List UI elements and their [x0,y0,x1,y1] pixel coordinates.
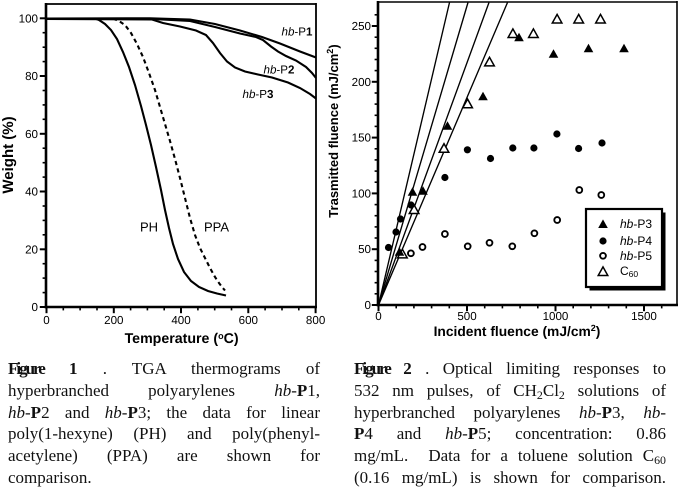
svg-text:1000: 1000 [543,310,569,323]
svg-text:60: 60 [25,128,38,141]
svg-text:200: 200 [104,314,123,327]
svg-text:hb-P1: hb-P1 [282,26,314,39]
svg-text:100: 100 [352,187,371,200]
svg-text:PPA: PPA [204,220,229,235]
svg-text:0: 0 [32,301,38,314]
svg-text:200: 200 [352,76,371,89]
svg-text:80: 80 [25,70,38,83]
svg-text:600: 600 [239,314,258,327]
svg-text:hb-P3: hb-P3 [243,88,275,101]
svg-text:800: 800 [306,314,325,327]
svg-text:50: 50 [358,243,371,256]
svg-text:100: 100 [19,12,38,25]
svg-text:1500: 1500 [631,310,657,323]
svg-text:40: 40 [25,186,38,199]
svg-text:0: 0 [365,299,371,312]
svg-text:150: 150 [352,132,371,145]
svg-text:250: 250 [352,20,371,33]
svg-text:Incident fluence (mJ/cm2): Incident fluence (mJ/cm2) [434,323,601,339]
svg-text:hb-P2: hb-P2 [264,64,295,77]
svg-text:Weight (%): Weight (%) [0,116,17,193]
svg-text:400: 400 [171,314,190,327]
svg-text:0: 0 [43,314,49,327]
svg-text:500: 500 [457,310,476,323]
svg-text:Temperature (oC): Temperature (oC) [125,331,239,347]
svg-text:20: 20 [25,243,38,256]
svg-text:0: 0 [375,310,381,323]
svg-text:PH: PH [140,220,158,235]
svg-text:Trasmitted fluence (mJ/cm2): Trasmitted fluence (mJ/cm2) [325,44,341,217]
